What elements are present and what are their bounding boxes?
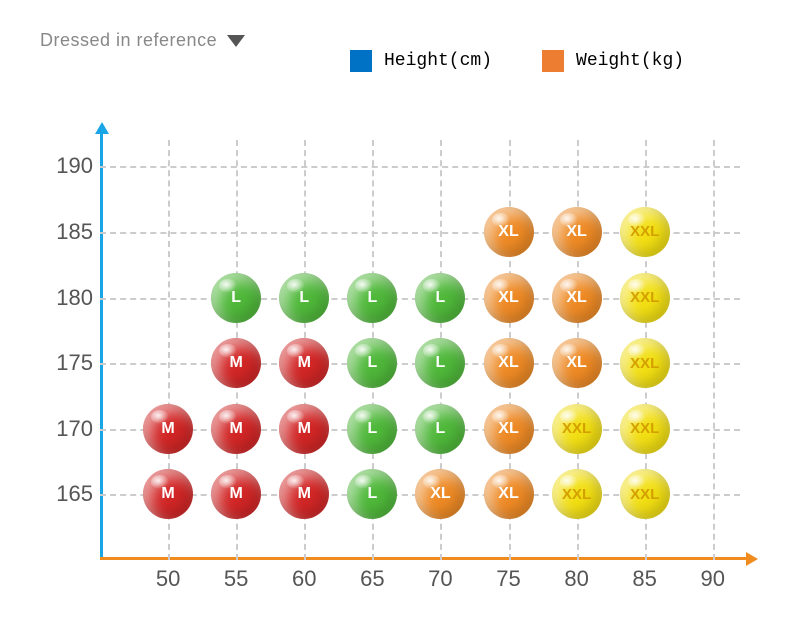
size-bubble: XL (552, 273, 602, 323)
size-bubble: L (347, 469, 397, 519)
size-bubble: XL (484, 469, 534, 519)
size-bubble: XXL (620, 469, 670, 519)
size-bubble: L (347, 338, 397, 388)
legend: Height(cm) Weight(kg) (350, 50, 684, 72)
size-bubble: M (143, 404, 193, 454)
size-bubble: XXL (620, 207, 670, 257)
gridline-v (713, 140, 715, 560)
size-bubble: XXL (620, 338, 670, 388)
size-bubble: M (211, 338, 261, 388)
y-tick-label: 165 (38, 481, 93, 507)
size-bubble: L (415, 404, 465, 454)
legend-item-height: Height(cm) (350, 50, 492, 72)
size-bubble: M (279, 469, 329, 519)
size-bubble: M (279, 338, 329, 388)
chart-title: Dressed in reference (40, 30, 217, 51)
x-tick-label: 75 (496, 566, 520, 592)
y-tick-label: 170 (38, 416, 93, 442)
chart-title-row: Dressed in reference (40, 30, 245, 51)
x-tick-label: 85 (632, 566, 656, 592)
x-tick-label: 80 (564, 566, 588, 592)
size-bubble: L (415, 273, 465, 323)
size-bubble: XXL (620, 404, 670, 454)
x-tick-label: 65 (360, 566, 384, 592)
size-reference-chart: 505560657075808590165170175180185190MMML… (40, 120, 760, 610)
legend-label-weight: Weight(kg) (576, 51, 684, 71)
legend-swatch-weight (542, 50, 564, 72)
size-bubble: M (143, 469, 193, 519)
size-bubble: L (211, 273, 261, 323)
size-bubble: M (211, 469, 261, 519)
y-tick-label: 190 (38, 153, 93, 179)
legend-item-weight: Weight(kg) (542, 50, 684, 72)
x-tick-label: 60 (292, 566, 316, 592)
size-bubble: L (347, 273, 397, 323)
size-bubble: XL (552, 207, 602, 257)
size-bubble: XL (484, 338, 534, 388)
size-bubble: L (415, 338, 465, 388)
size-bubble: XL (415, 469, 465, 519)
legend-swatch-height (350, 50, 372, 72)
legend-label-height: Height(cm) (384, 51, 492, 71)
size-bubble: XL (484, 404, 534, 454)
x-tick-label: 55 (224, 566, 248, 592)
y-tick-label: 175 (38, 350, 93, 376)
size-bubble: XXL (552, 469, 602, 519)
size-bubble: XXL (552, 404, 602, 454)
size-bubble: L (279, 273, 329, 323)
size-bubble: XL (484, 207, 534, 257)
y-tick-label: 180 (38, 285, 93, 311)
size-bubble: M (211, 404, 261, 454)
size-bubble: XL (552, 338, 602, 388)
x-tick-label: 90 (701, 566, 725, 592)
x-axis (100, 557, 750, 560)
dropdown-triangle-icon (227, 35, 245, 47)
size-bubble: XXL (620, 273, 670, 323)
size-bubble: XL (484, 273, 534, 323)
size-bubble: M (279, 404, 329, 454)
x-tick-label: 50 (156, 566, 180, 592)
gridline-h (100, 166, 740, 168)
size-bubble: L (347, 404, 397, 454)
x-tick-label: 70 (428, 566, 452, 592)
y-tick-label: 185 (38, 219, 93, 245)
